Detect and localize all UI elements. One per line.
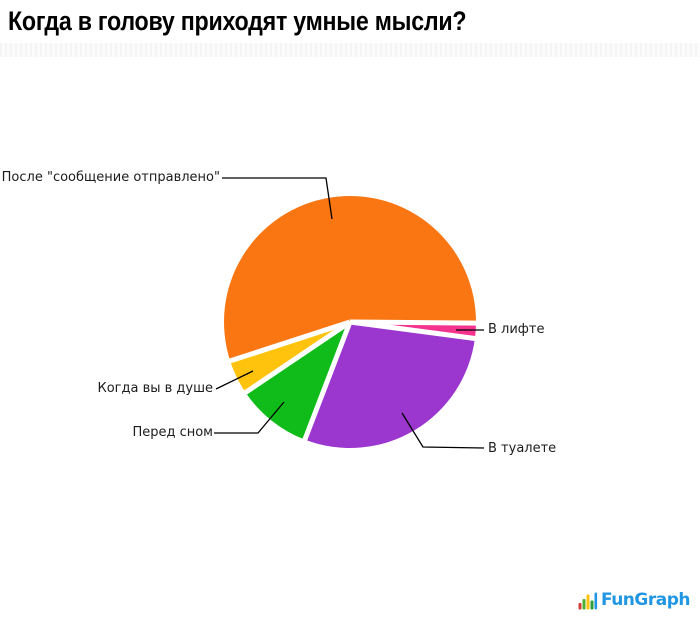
bar-chart-icon xyxy=(578,592,598,610)
slice-label-elevator: В лифте xyxy=(488,322,545,337)
slice-label-shower: Когда вы в душе xyxy=(97,381,213,396)
leader-line-before-sleep xyxy=(214,401,285,434)
slice-separator xyxy=(349,319,479,326)
leader-line-after-message-sent xyxy=(222,177,333,220)
chart-title: Когда в голову приходят умные мысли? xyxy=(8,6,467,36)
pie-slices-group xyxy=(224,196,479,448)
slice-separator xyxy=(301,321,353,443)
slice-label-before-sleep: Перед сном xyxy=(132,425,213,440)
title-divider xyxy=(0,43,700,57)
pie-slice xyxy=(245,322,350,440)
slice-separator xyxy=(227,319,351,364)
slice-label-toilet: В туалете xyxy=(488,441,557,456)
fungraph-logo-text: FunGraph xyxy=(600,590,691,610)
leader-lines-group xyxy=(214,177,485,449)
slice-label-after-message-sent: После "сообщение отправлено" xyxy=(1,170,220,185)
pie-slice xyxy=(224,196,477,361)
slice-separator xyxy=(349,319,478,342)
pie-slice xyxy=(304,322,475,448)
leader-line-toilet xyxy=(401,412,485,449)
fungraph-logo: FunGraph xyxy=(578,590,691,610)
leader-line-shower xyxy=(215,370,254,390)
slice-separator xyxy=(242,319,352,396)
